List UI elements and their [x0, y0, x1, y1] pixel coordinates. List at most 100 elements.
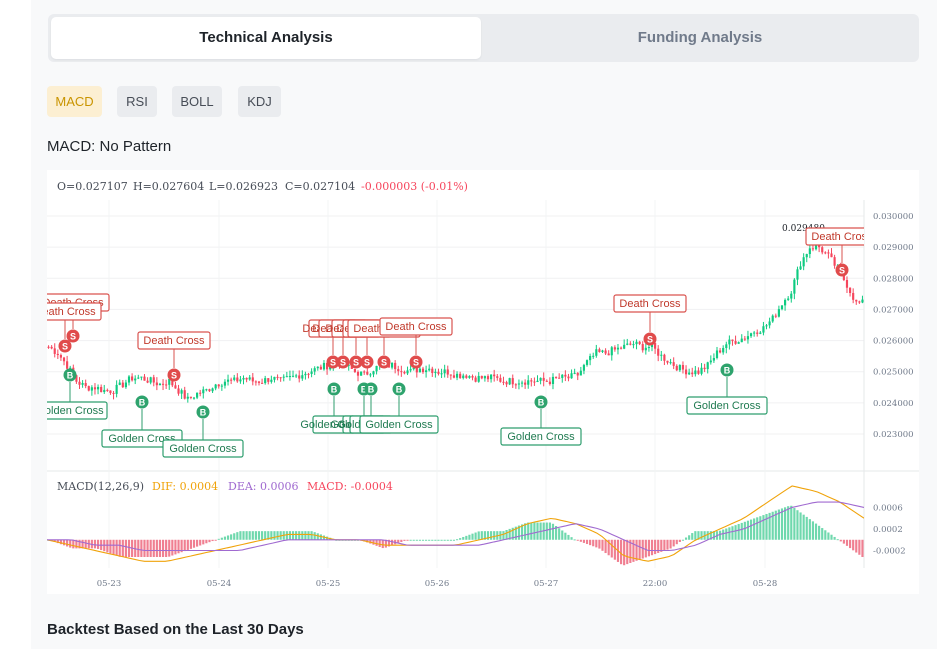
candle-body — [821, 247, 824, 253]
candle-body — [759, 332, 762, 334]
macd-tick-label: 0.0006 — [873, 503, 903, 513]
macd-histogram-bar — [746, 520, 750, 540]
macd-histogram-bar — [465, 535, 468, 540]
macd-histogram-bar — [805, 516, 808, 540]
macd-histogram-bar — [412, 539, 415, 541]
buy-marker — [327, 382, 341, 396]
macd-histogram-bar — [56, 539, 59, 544]
candle-body — [499, 377, 502, 382]
macd-histogram-bar — [595, 539, 598, 548]
macd-histogram-bar — [254, 531, 257, 540]
macd-histogram-bar — [143, 539, 146, 557]
macd-histogram-bar — [765, 513, 768, 540]
macd-chart[interactable]: O=0.027107 H=0.027604 L=0.026923 C=0.027… — [47, 170, 919, 594]
macd-histogram-bar — [517, 525, 521, 540]
macd-histogram-bar — [186, 539, 189, 550]
macd-histogram-bar — [579, 539, 582, 542]
indicator-boll-button[interactable]: BOLL — [172, 86, 222, 117]
macd-histogram-bar — [208, 539, 211, 543]
macd-histogram-bar — [459, 538, 462, 540]
macd-histogram-bar — [242, 531, 245, 540]
macd-histogram-bar — [824, 530, 827, 540]
candle-body — [663, 354, 666, 361]
candle-body — [777, 309, 780, 317]
candle-body — [270, 379, 273, 382]
backtest-heading: Backtest Based on the Last 30 Days — [47, 621, 304, 638]
candle-body — [273, 376, 276, 380]
candle-body — [251, 377, 254, 382]
candle-body — [118, 382, 121, 385]
macd-histogram-bar — [623, 539, 626, 566]
macd-histogram-bar — [298, 531, 301, 540]
macd-histogram-bar — [644, 539, 647, 558]
indicator-macd-button[interactable]: MACD — [47, 86, 102, 117]
candle-body — [75, 375, 78, 382]
time-tick-label: 05-25 — [316, 579, 341, 589]
macd-histogram-bar — [177, 539, 180, 554]
macd-histogram-bar — [96, 539, 100, 549]
macd-histogram-bar — [109, 539, 112, 554]
macd-histogram-bar — [511, 527, 514, 540]
candle-body — [496, 376, 499, 378]
indicator-kdj-button[interactable]: KDJ — [238, 86, 281, 117]
candle-body — [239, 379, 242, 382]
candle-body — [434, 371, 437, 374]
buy-marker — [196, 405, 210, 419]
macd-histogram-bar — [533, 522, 536, 540]
candle-body — [301, 375, 304, 379]
macd-tick-label: -0.0002 — [873, 547, 906, 557]
candle-body — [90, 387, 93, 391]
macd-histogram-bar — [124, 539, 127, 557]
macd-histogram-bar — [257, 531, 261, 540]
macd-histogram-bar — [245, 531, 248, 540]
candle-body — [604, 350, 607, 354]
macd-histogram-bar — [378, 539, 381, 547]
candle-body — [390, 362, 394, 368]
tab-technical-analysis[interactable]: Technical Analysis — [51, 17, 481, 59]
tab-funding-analysis[interactable]: Funding Analysis — [637, 29, 763, 46]
buy-marker — [364, 382, 378, 396]
sell-marker — [643, 332, 657, 346]
macd-histogram-bar — [567, 534, 570, 540]
candle-body — [830, 253, 833, 258]
candle-body — [654, 342, 657, 349]
candle-body — [316, 366, 319, 369]
sell-marker-label: S — [62, 342, 68, 352]
price-tick-label: 0.026000 — [873, 337, 914, 347]
indicator-rsi-button[interactable]: RSI — [117, 86, 157, 117]
macd-histogram-bar — [709, 531, 712, 540]
price-axis: 0.030000 0.029000 0.028000 0.027000 0.026000… — [873, 212, 914, 440]
candle-body — [174, 385, 177, 389]
candle-body — [610, 347, 613, 356]
macd-histogram-bar — [239, 531, 242, 540]
candle-body — [310, 371, 313, 374]
macd-histogram-bar — [397, 539, 400, 544]
candle-body — [808, 248, 811, 255]
macd-histogram-bar — [654, 539, 657, 555]
macd-histogram-bar — [490, 531, 493, 540]
macd-histogram-bar — [564, 532, 567, 540]
candle-body — [657, 348, 660, 356]
candle-body — [861, 299, 864, 303]
candle-body — [208, 389, 211, 392]
candle-body — [161, 383, 165, 385]
candle-body — [740, 338, 743, 343]
candle-body — [542, 377, 545, 381]
candle-body — [678, 365, 681, 371]
macd-histogram-bar — [790, 505, 793, 540]
candle-body — [477, 375, 480, 382]
macd-histogram-bar — [403, 539, 406, 541]
sell-marker-label: S — [330, 358, 336, 368]
macd-histogram-bar — [799, 512, 802, 540]
macd-histogram-bar — [527, 522, 530, 540]
candle-body — [697, 370, 700, 374]
macd-histogram-bar — [168, 539, 171, 557]
sell-marker-label: S — [364, 358, 370, 368]
macd-histogram-bar — [852, 539, 855, 551]
candle-body — [613, 347, 616, 350]
sell-marker — [409, 355, 423, 369]
macd-histogram-bar — [260, 531, 264, 540]
macd-histogram-bar — [449, 539, 452, 541]
candle-body — [127, 376, 131, 383]
macd-histogram-bar — [220, 537, 223, 540]
